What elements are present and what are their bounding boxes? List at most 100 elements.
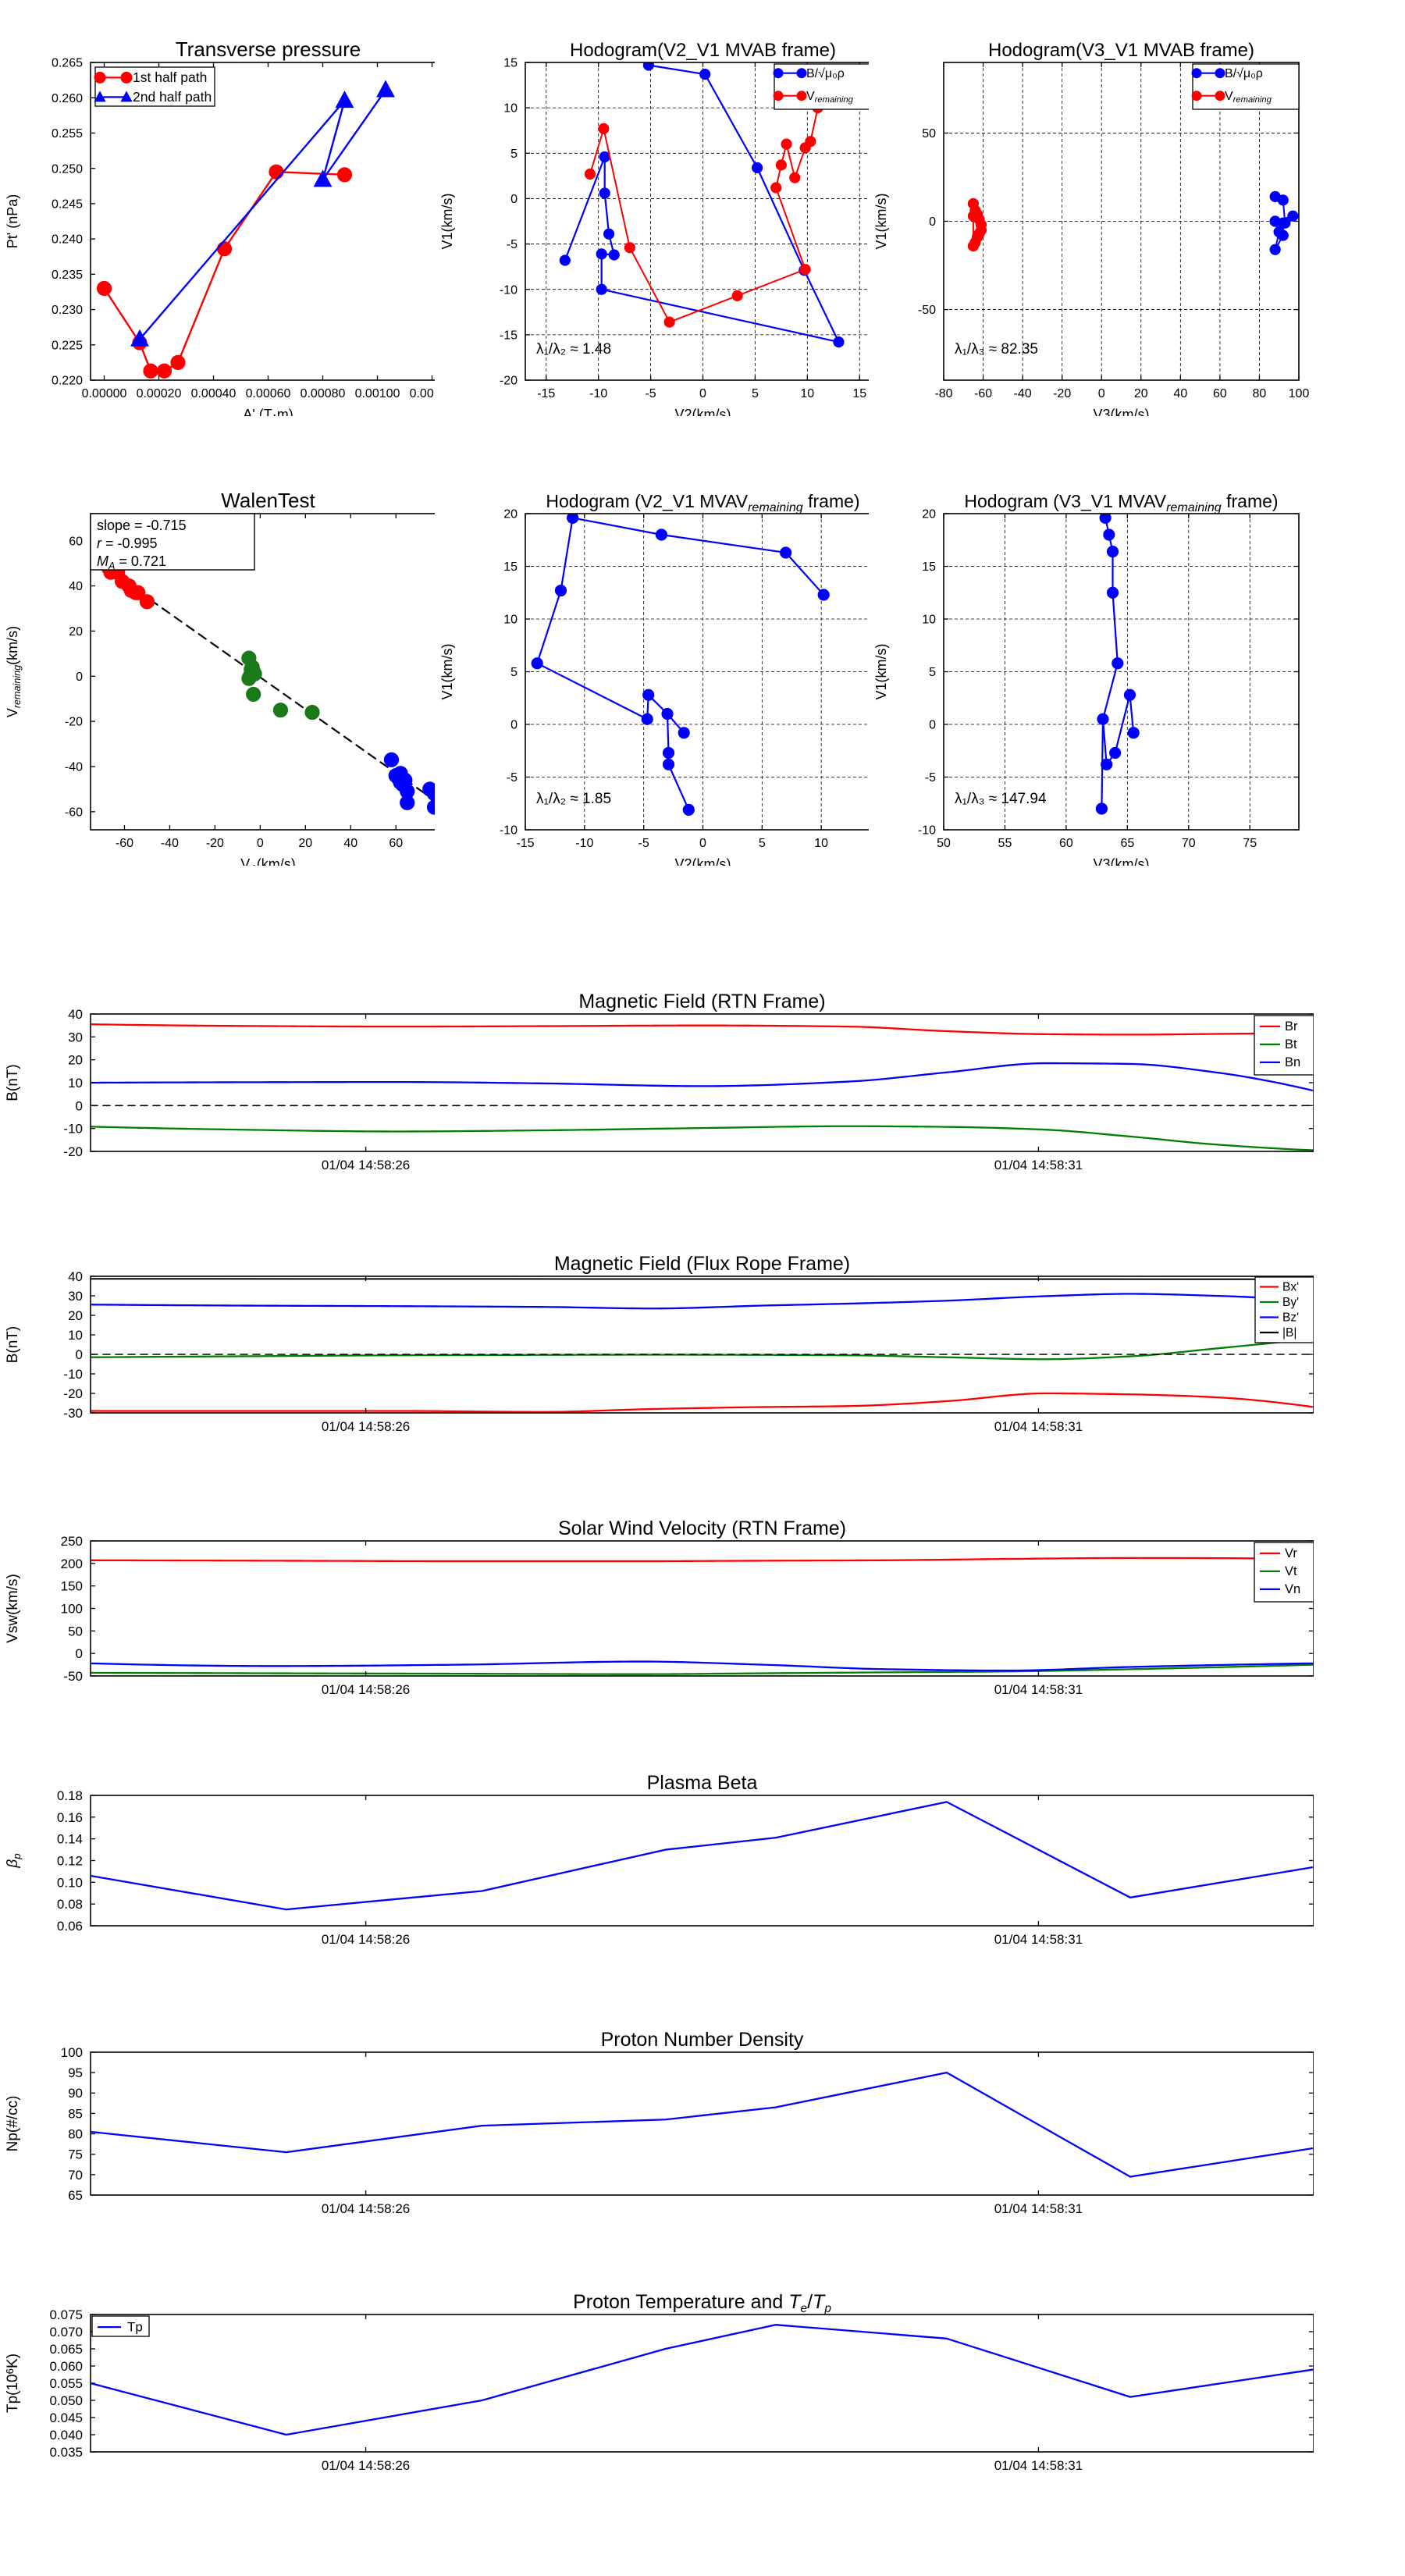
svg-text:V2(km/s): V2(km/s) — [674, 856, 731, 866]
svg-text:-60: -60 — [65, 806, 83, 819]
svg-text:-60: -60 — [116, 837, 133, 850]
svg-text:0.00020: 0.00020 — [137, 387, 182, 400]
svg-text:0.065: 0.065 — [49, 2342, 83, 2357]
svg-text:0.255: 0.255 — [52, 127, 83, 141]
svg-text:Proton Temperature and Te/Tp: Proton Temperature and Te/Tp — [573, 2291, 831, 2315]
svg-text:5: 5 — [929, 666, 936, 679]
svg-text:0.00060: 0.00060 — [246, 387, 291, 400]
svg-text:Hodogram(V3_V1 MVAB frame): Hodogram(V3_V1 MVAB frame) — [988, 40, 1254, 61]
svg-text:85: 85 — [68, 2106, 83, 2121]
svg-text:80: 80 — [68, 2127, 83, 2142]
svg-text:75: 75 — [1243, 837, 1257, 850]
svg-text:50: 50 — [68, 1624, 83, 1638]
svg-text:Vn: Vn — [1285, 1582, 1300, 1596]
svg-text:-40: -40 — [1014, 387, 1032, 400]
svg-text:10: 10 — [800, 387, 814, 400]
svg-text:40: 40 — [68, 1007, 83, 1022]
svg-text:Bx': Bx' — [1282, 1281, 1299, 1294]
svg-text:01/04 14:58:26: 01/04 14:58:26 — [322, 1682, 410, 1697]
svg-text:V1(km/s): V1(km/s) — [873, 194, 889, 250]
svg-text:0.045: 0.045 — [49, 2411, 83, 2425]
svg-text:10: 10 — [503, 102, 518, 116]
svg-text:20: 20 — [69, 625, 83, 639]
svg-text:-30: -30 — [63, 1406, 83, 1421]
svg-text:Br: Br — [1285, 1019, 1298, 1034]
svg-text:-40: -40 — [161, 837, 179, 850]
svg-text:01/04 14:58:26: 01/04 14:58:26 — [322, 2458, 410, 2473]
svg-text:Pt' (nPa): Pt' (nPa) — [5, 194, 20, 248]
svg-text:A' (T·m): A' (T·m) — [243, 407, 293, 416]
svg-text:-5: -5 — [925, 771, 936, 785]
svg-text:0.00080: 0.00080 — [301, 387, 346, 400]
svg-text:0.08: 0.08 — [57, 1897, 83, 1912]
svg-text:5: 5 — [751, 387, 758, 400]
svg-text:-10: -10 — [589, 387, 607, 400]
svg-text:60: 60 — [69, 535, 83, 548]
svg-text:-15: -15 — [516, 837, 534, 850]
svg-text:-10: -10 — [499, 283, 517, 297]
svg-text:-20: -20 — [63, 1144, 83, 1159]
svg-text:-20: -20 — [1053, 387, 1071, 400]
svg-text:40: 40 — [68, 1269, 83, 1284]
svg-text:By': By' — [1282, 1296, 1299, 1309]
svg-text:0: 0 — [76, 1098, 83, 1113]
svg-text:-80: -80 — [934, 387, 952, 400]
svg-text:Vt: Vt — [1285, 1564, 1297, 1578]
svg-text:40: 40 — [343, 837, 357, 850]
svg-text:-50: -50 — [918, 304, 936, 317]
svg-text:0.055: 0.055 — [49, 2376, 83, 2391]
svg-text:30: 30 — [68, 1289, 83, 1304]
svg-text:V1(km/s): V1(km/s) — [439, 194, 455, 250]
svg-text:0: 0 — [510, 719, 518, 732]
svg-text:10: 10 — [68, 1328, 83, 1343]
svg-text:0: 0 — [1098, 387, 1105, 400]
svg-text:70: 70 — [1182, 837, 1196, 850]
svg-text:0.265: 0.265 — [52, 57, 83, 70]
svg-text:-15: -15 — [499, 329, 517, 342]
svg-text:Hodogram(V2_V1 MVAB frame): Hodogram(V2_V1 MVAB frame) — [569, 40, 835, 61]
svg-text:0.12: 0.12 — [57, 1853, 83, 1868]
svg-text:0.070: 0.070 — [49, 2325, 83, 2339]
svg-text:Proton Number Density: Proton Number Density — [601, 2029, 804, 2051]
svg-text:0.250: 0.250 — [52, 162, 83, 176]
svg-text:λ₁/λ₂ ≈ 1.85: λ₁/λ₂ ≈ 1.85 — [536, 791, 611, 807]
svg-text:65: 65 — [1120, 837, 1134, 850]
svg-text:0: 0 — [929, 215, 936, 229]
svg-text:-10: -10 — [575, 837, 593, 850]
svg-text:2nd half path: 2nd half path — [133, 89, 212, 105]
svg-text:B(nT): B(nT) — [5, 1326, 21, 1364]
svg-text:λ₁/λ₃ ≈ 147.94: λ₁/λ₃ ≈ 147.94 — [955, 791, 1047, 807]
svg-text:λ₁/λ₂ ≈ 1.48: λ₁/λ₂ ≈ 1.48 — [536, 341, 611, 358]
svg-text:01/04 14:58:31: 01/04 14:58:31 — [994, 1158, 1083, 1172]
svg-text:Bz': Bz' — [1282, 1311, 1299, 1325]
svg-text:0: 0 — [76, 1347, 83, 1362]
svg-text:-20: -20 — [206, 837, 224, 850]
svg-text:20: 20 — [1134, 387, 1148, 400]
svg-text:B/√μ₀ρ: B/√μ₀ρ — [806, 67, 845, 80]
svg-text:0.060: 0.060 — [49, 2359, 83, 2374]
svg-text:0.18: 0.18 — [57, 1788, 83, 1803]
svg-text:10: 10 — [503, 614, 518, 627]
svg-text:-20: -20 — [499, 375, 517, 388]
svg-text:0: 0 — [76, 671, 83, 684]
svg-text:75: 75 — [68, 2147, 83, 2162]
svg-text:B(nT): B(nT) — [5, 1064, 21, 1101]
svg-text:Magnetic Field (RTN Frame): Magnetic Field (RTN Frame) — [578, 991, 825, 1012]
svg-text:B/√μ₀ρ: B/√μ₀ρ — [1225, 67, 1263, 80]
svg-text:01/04 14:58:31: 01/04 14:58:31 — [994, 1932, 1083, 1947]
svg-text:-5: -5 — [506, 238, 517, 251]
svg-text:-10: -10 — [918, 824, 936, 838]
svg-text:0.230: 0.230 — [52, 304, 83, 317]
svg-text:70: 70 — [68, 2168, 83, 2183]
svg-text:-15: -15 — [537, 387, 555, 400]
svg-text:10: 10 — [814, 837, 828, 850]
svg-text:0.00100: 0.00100 — [355, 387, 400, 400]
svg-text:0.040: 0.040 — [49, 2428, 83, 2443]
svg-text:0.00000: 0.00000 — [82, 387, 127, 400]
svg-text:01/04 14:58:31: 01/04 14:58:31 — [994, 1419, 1083, 1434]
svg-text:0: 0 — [76, 1646, 83, 1661]
svg-text:0.050: 0.050 — [49, 2393, 83, 2408]
svg-text:0.14: 0.14 — [57, 1832, 83, 1847]
svg-text:0.260: 0.260 — [52, 92, 83, 105]
svg-text:Transverse pressure: Transverse pressure — [176, 37, 361, 61]
